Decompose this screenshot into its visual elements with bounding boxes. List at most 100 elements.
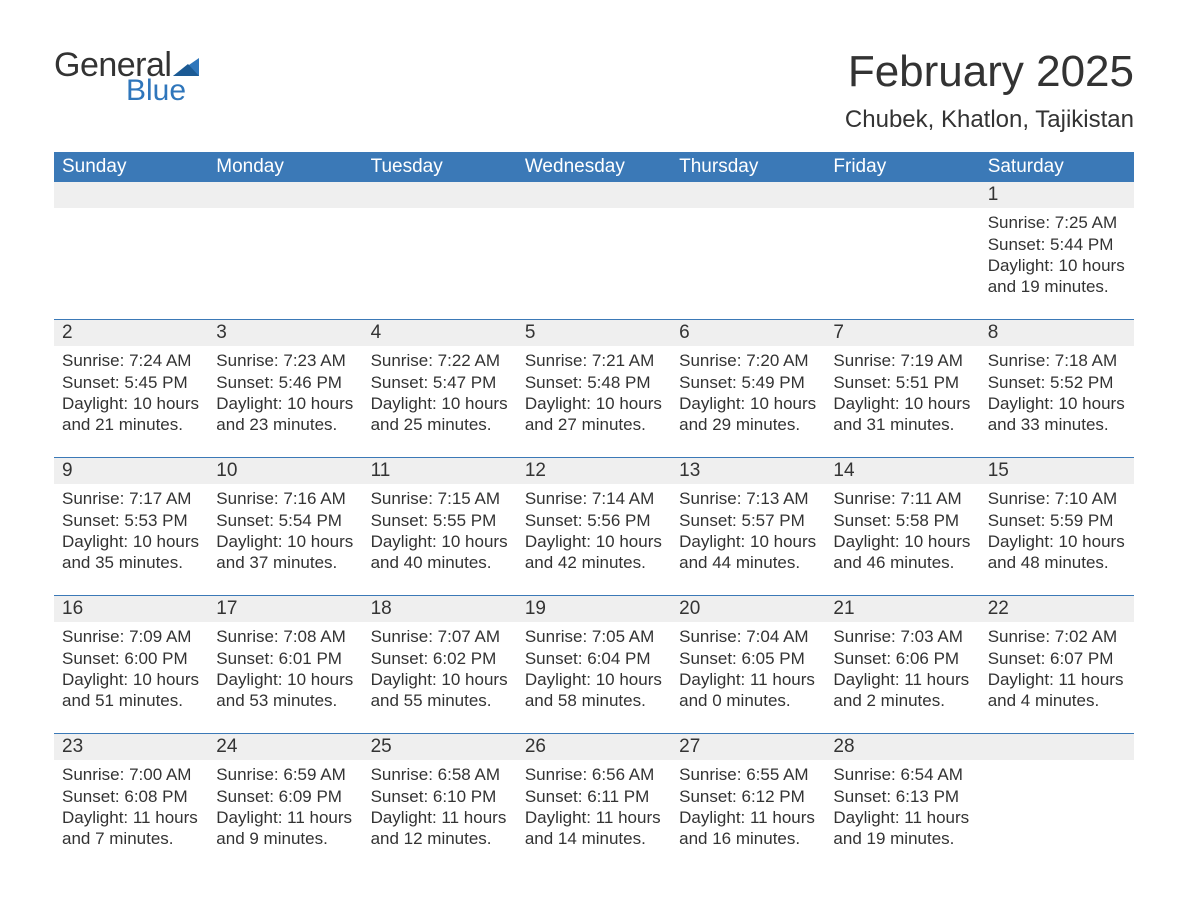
daylight-text: and 37 minutes.: [216, 552, 354, 573]
day-number-cell: 27: [671, 734, 825, 761]
day-number-cell: 6: [671, 320, 825, 347]
daylight-text: and 44 minutes.: [679, 552, 817, 573]
day-details-cell: Sunrise: 7:11 AMSunset: 5:58 PMDaylight:…: [825, 484, 979, 596]
day-number-cell: 24: [208, 734, 362, 761]
sunrise-text: Sunrise: 6:55 AM: [679, 764, 817, 785]
sunrise-text: Sunrise: 7:08 AM: [216, 626, 354, 647]
day-details-cell: Sunrise: 7:20 AMSunset: 5:49 PMDaylight:…: [671, 346, 825, 458]
day-number-cell: 10: [208, 458, 362, 485]
sunset-text: Sunset: 5:54 PM: [216, 510, 354, 531]
daylight-text: and 53 minutes.: [216, 690, 354, 711]
daylight-text: and 35 minutes.: [62, 552, 200, 573]
sunrise-text: Sunrise: 7:13 AM: [679, 488, 817, 509]
logo-text-blue: Blue: [126, 76, 199, 106]
day-number-cell: 15: [980, 458, 1134, 485]
sunset-text: Sunset: 5:53 PM: [62, 510, 200, 531]
sunrise-text: Sunrise: 7:05 AM: [525, 626, 663, 647]
sunrise-text: Sunrise: 6:54 AM: [833, 764, 971, 785]
calendar-page: General Blue February 2025 Chubek, Khatl…: [0, 0, 1188, 918]
daylight-text: Daylight: 10 hours: [62, 531, 200, 552]
header-row: General Blue February 2025 Chubek, Khatl…: [54, 48, 1134, 134]
day-details-cell: [825, 208, 979, 320]
daylight-text: Daylight: 11 hours: [679, 807, 817, 828]
daylight-text: Daylight: 11 hours: [216, 807, 354, 828]
sunrise-text: Sunrise: 6:59 AM: [216, 764, 354, 785]
sunset-text: Sunset: 5:55 PM: [371, 510, 509, 531]
daylight-text: Daylight: 10 hours: [679, 393, 817, 414]
daylight-text: Daylight: 10 hours: [525, 669, 663, 690]
month-title: February 2025: [845, 48, 1134, 96]
week-daynum-row: 1: [54, 182, 1134, 208]
week-details-row: Sunrise: 7:17 AMSunset: 5:53 PMDaylight:…: [54, 484, 1134, 596]
sunset-text: Sunset: 6:01 PM: [216, 648, 354, 669]
daylight-text: Daylight: 10 hours: [833, 531, 971, 552]
day-number-cell: 20: [671, 596, 825, 623]
daylight-text: Daylight: 10 hours: [216, 531, 354, 552]
day-details-cell: Sunrise: 6:54 AMSunset: 6:13 PMDaylight:…: [825, 760, 979, 871]
day-details-cell: Sunrise: 7:15 AMSunset: 5:55 PMDaylight:…: [363, 484, 517, 596]
daylight-text: and 55 minutes.: [371, 690, 509, 711]
daylight-text: Daylight: 10 hours: [988, 531, 1126, 552]
sunrise-text: Sunrise: 7:24 AM: [62, 350, 200, 371]
day-details-cell: Sunrise: 7:08 AMSunset: 6:01 PMDaylight:…: [208, 622, 362, 734]
week-daynum-row: 232425262728: [54, 734, 1134, 761]
daylight-text: Daylight: 10 hours: [371, 531, 509, 552]
day-details-cell: Sunrise: 6:58 AMSunset: 6:10 PMDaylight:…: [363, 760, 517, 871]
day-details-cell: Sunrise: 7:17 AMSunset: 5:53 PMDaylight:…: [54, 484, 208, 596]
daylight-text: and 4 minutes.: [988, 690, 1126, 711]
sunset-text: Sunset: 6:09 PM: [216, 786, 354, 807]
day-details-cell: Sunrise: 7:19 AMSunset: 5:51 PMDaylight:…: [825, 346, 979, 458]
day-number-cell: 7: [825, 320, 979, 347]
sunrise-text: Sunrise: 7:23 AM: [216, 350, 354, 371]
sunrise-text: Sunrise: 7:09 AM: [62, 626, 200, 647]
day-details-cell: Sunrise: 7:09 AMSunset: 6:00 PMDaylight:…: [54, 622, 208, 734]
day-details-cell: Sunrise: 7:10 AMSunset: 5:59 PMDaylight:…: [980, 484, 1134, 596]
weekday-header: Thursday: [671, 152, 825, 182]
day-number-cell: 21: [825, 596, 979, 623]
sunrise-text: Sunrise: 7:03 AM: [833, 626, 971, 647]
daylight-text: and 0 minutes.: [679, 690, 817, 711]
sunset-text: Sunset: 5:46 PM: [216, 372, 354, 393]
daylight-text: Daylight: 10 hours: [525, 393, 663, 414]
daylight-text: and 12 minutes.: [371, 828, 509, 849]
daylight-text: Daylight: 10 hours: [216, 393, 354, 414]
day-number-cell: 8: [980, 320, 1134, 347]
sunrise-text: Sunrise: 7:20 AM: [679, 350, 817, 371]
daylight-text: Daylight: 10 hours: [679, 531, 817, 552]
day-details-cell: Sunrise: 7:13 AMSunset: 5:57 PMDaylight:…: [671, 484, 825, 596]
week-daynum-row: 2345678: [54, 320, 1134, 347]
sunrise-text: Sunrise: 7:25 AM: [988, 212, 1126, 233]
day-details-cell: Sunrise: 7:07 AMSunset: 6:02 PMDaylight:…: [363, 622, 517, 734]
weekday-header: Friday: [825, 152, 979, 182]
daylight-text: Daylight: 10 hours: [216, 669, 354, 690]
weekday-header: Monday: [208, 152, 362, 182]
daylight-text: Daylight: 11 hours: [371, 807, 509, 828]
weekday-header: Sunday: [54, 152, 208, 182]
sunset-text: Sunset: 6:04 PM: [525, 648, 663, 669]
sunset-text: Sunset: 5:49 PM: [679, 372, 817, 393]
sunrise-text: Sunrise: 7:11 AM: [833, 488, 971, 509]
day-details-cell: [208, 208, 362, 320]
day-number-cell: 3: [208, 320, 362, 347]
day-details-cell: Sunrise: 7:05 AMSunset: 6:04 PMDaylight:…: [517, 622, 671, 734]
day-details-cell: Sunrise: 7:04 AMSunset: 6:05 PMDaylight:…: [671, 622, 825, 734]
sunset-text: Sunset: 6:05 PM: [679, 648, 817, 669]
day-number-cell: [208, 182, 362, 208]
day-details-cell: Sunrise: 7:14 AMSunset: 5:56 PMDaylight:…: [517, 484, 671, 596]
day-details-cell: Sunrise: 7:18 AMSunset: 5:52 PMDaylight:…: [980, 346, 1134, 458]
title-block: February 2025 Chubek, Khatlon, Tajikista…: [845, 48, 1134, 134]
day-number-cell: 2: [54, 320, 208, 347]
day-number-cell: 4: [363, 320, 517, 347]
sunrise-text: Sunrise: 7:19 AM: [833, 350, 971, 371]
daylight-text: and 40 minutes.: [371, 552, 509, 573]
day-number-cell: 17: [208, 596, 362, 623]
sunrise-text: Sunrise: 7:18 AM: [988, 350, 1126, 371]
sunrise-text: Sunrise: 7:16 AM: [216, 488, 354, 509]
sunrise-text: Sunrise: 7:15 AM: [371, 488, 509, 509]
day-number-cell: 18: [363, 596, 517, 623]
day-number-cell: 12: [517, 458, 671, 485]
day-number-cell: 28: [825, 734, 979, 761]
day-details-cell: [54, 208, 208, 320]
sunset-text: Sunset: 5:47 PM: [371, 372, 509, 393]
weekday-header: Wednesday: [517, 152, 671, 182]
